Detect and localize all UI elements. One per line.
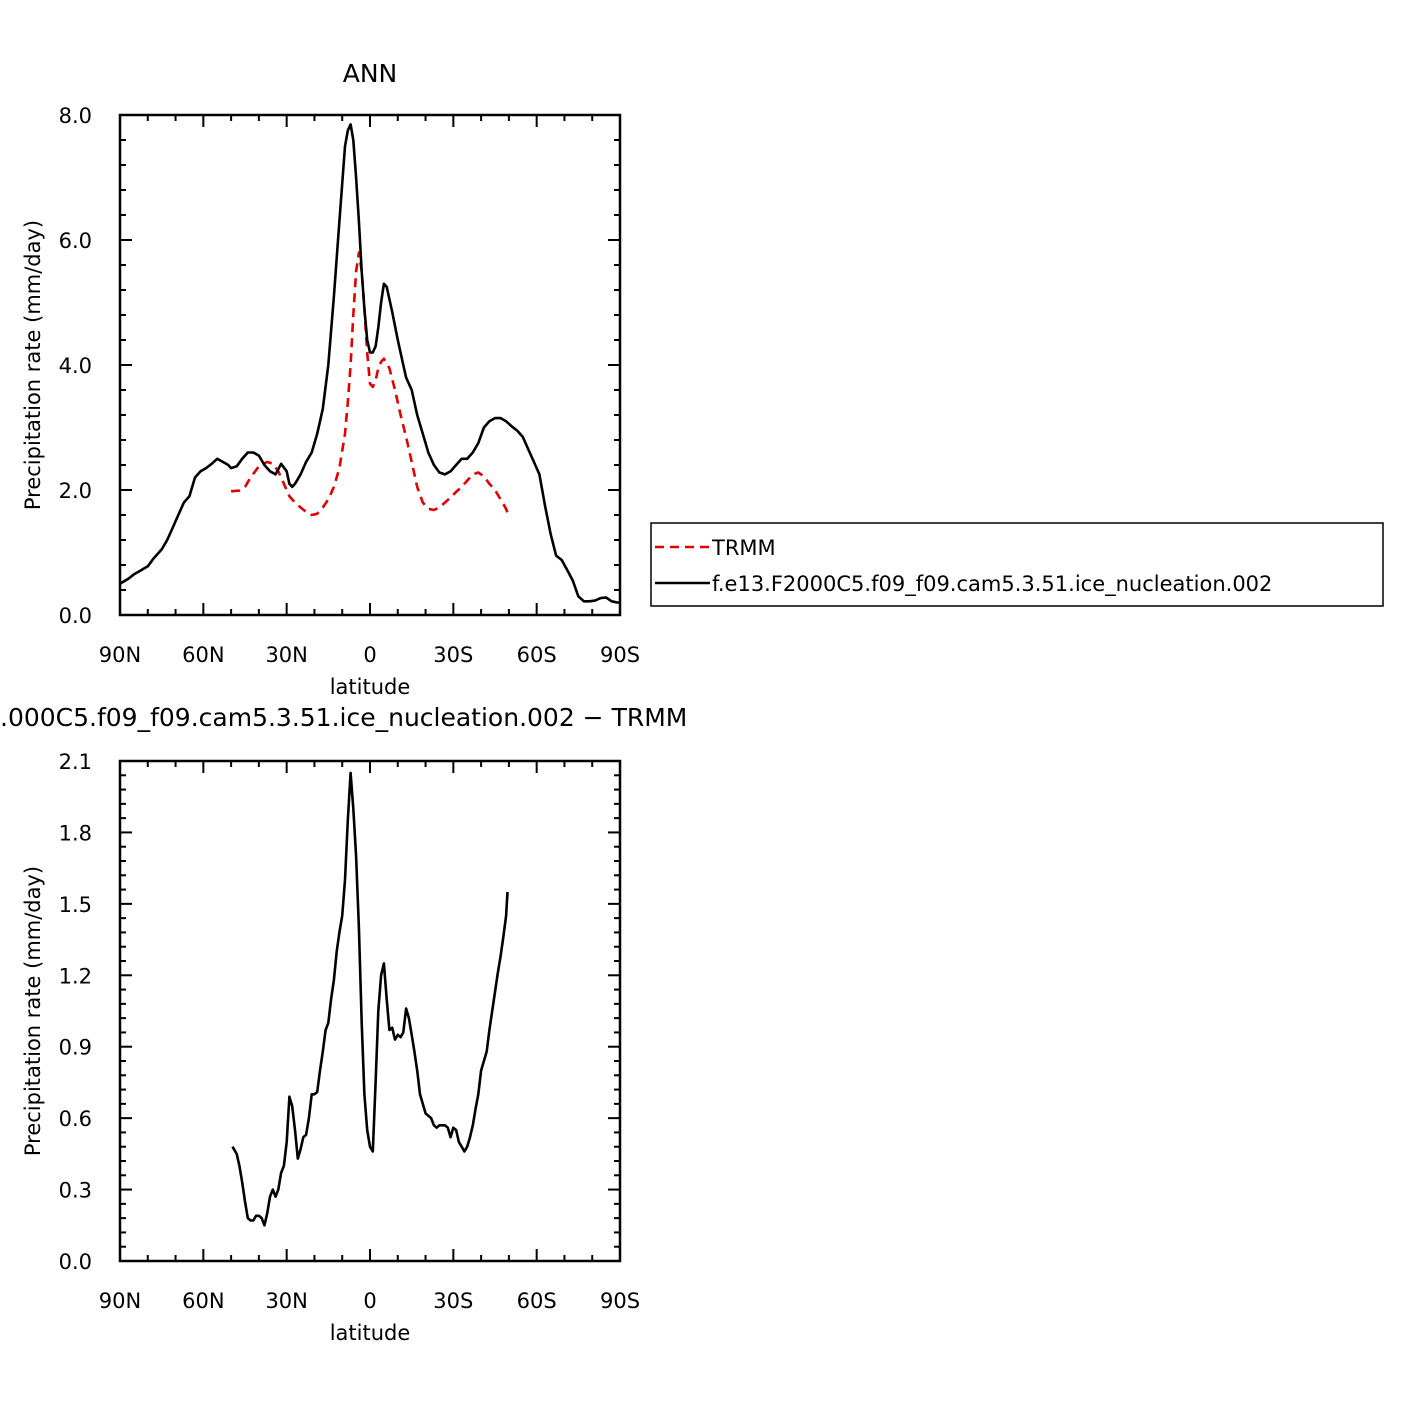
series-line-1 [231, 771, 509, 1227]
y-tick-label: 8.0 [59, 104, 92, 128]
x-tick-label: 0 [363, 1289, 376, 1313]
y-tick-label: 0.0 [59, 1250, 92, 1274]
x-tick-label: 90S [600, 643, 640, 667]
chart-title: ANN [343, 59, 398, 88]
x-tick-label: 0 [363, 643, 376, 667]
plot-frame [118, 113, 622, 617]
y-tick-label: 1.2 [59, 964, 92, 988]
y-axis-label: Precipitation rate (mm/day) [21, 220, 45, 510]
series-line-1 [230, 251, 511, 517]
x-tick-label: 30N [265, 643, 307, 667]
chart-title: .000C5.f09_f09.cam5.3.51.ice_nucleation.… [0, 703, 687, 732]
y-tick-label: 2.1 [59, 750, 92, 774]
y-tick-label: 0.6 [59, 1107, 92, 1131]
y-tick-label: 0.3 [59, 1179, 92, 1203]
x-tick-label: 30S [433, 643, 473, 667]
series-line-2 [119, 123, 620, 604]
x-tick-label: 90N [99, 1289, 141, 1313]
y-tick-label: 4.0 [59, 354, 92, 378]
chart-panel-1: 90N 60N 30N 0 30S 60S 90S 0.0 2.0 4.0 6.0 8.0 latitu… [21, 59, 640, 699]
legend-label-1: TRMM [711, 536, 776, 560]
x-axis-label: latitude [330, 675, 411, 699]
x-tick-label: 60S [517, 643, 557, 667]
y-axis-label: Precipitation rate (mm/day) [21, 866, 45, 1156]
y-tick-label: 1.8 [59, 821, 92, 845]
x-tick-label: 30S [433, 1289, 473, 1313]
y-tick-label: 6.0 [59, 229, 92, 253]
y-tick-label: 2.0 [59, 479, 92, 503]
legend: TRMM f.e13.F2000C5.f09_f09.cam5.3.51.ice_… [650, 522, 1384, 607]
y-tick-label: 0.9 [59, 1036, 92, 1060]
plot-frame [118, 759, 622, 1263]
x-tick-label: 90S [600, 1289, 640, 1313]
legend-box [650, 522, 1384, 607]
x-axis-label: latitude [330, 1321, 411, 1345]
chart-panel-2: 90N 60N 30N 0 30S 60S 90S 0.0 0.3 0.6 0.9 1.2 1.5 1.8… [0, 703, 687, 1345]
y-tick-label: 0.0 [59, 604, 92, 628]
x-tick-label: 60N [182, 1289, 224, 1313]
y-tick-label: 1.5 [59, 893, 92, 917]
x-tick-label: 60N [182, 643, 224, 667]
x-tick-label: 30N [265, 1289, 307, 1313]
legend-label-2: f.e13.F2000C5.f09_f09.cam5.3.51.ice_nucl… [712, 572, 1272, 597]
x-tick-label: 60S [517, 1289, 557, 1313]
x-tick-label: 90N [99, 643, 141, 667]
